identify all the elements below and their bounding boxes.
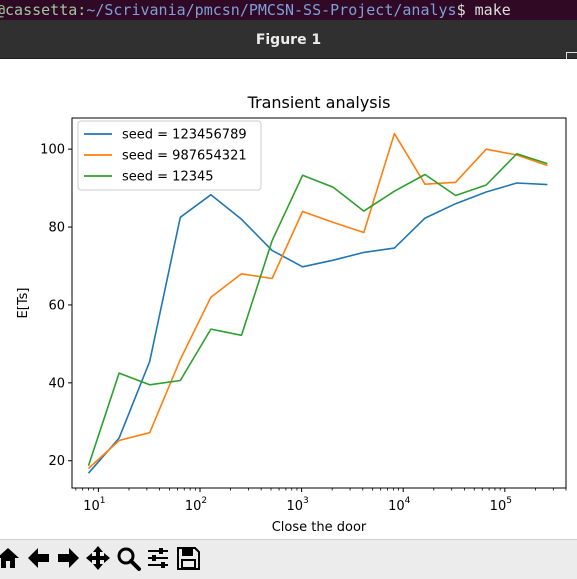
- pan-button[interactable]: [84, 544, 112, 572]
- arrow-left-icon: [28, 548, 49, 568]
- x-tick-base: 10: [490, 499, 507, 514]
- legend-label: seed = 12345: [122, 170, 214, 185]
- terminal-prompt-command: $ make: [456, 1, 511, 19]
- legend-box: [77, 120, 262, 191]
- terminal-prompt: @cassetta:~/Scrivania/pmcsn/PMCSN-SS-Pro…: [0, 2, 511, 18]
- window-titlebar[interactable]: Figure 1 _: [0, 20, 577, 67]
- y-axis-label: E[Ts]: [16, 288, 31, 319]
- y-tick-label: 20: [48, 454, 65, 469]
- x-tick-label: 103: [286, 496, 308, 514]
- series-lines: [87, 132, 548, 474]
- home-icon: [0, 548, 19, 568]
- y-tick-label: 80: [48, 221, 65, 236]
- series-line: [87, 153, 548, 467]
- configure-subplots-button[interactable]: [144, 544, 172, 572]
- sliders-icon: [148, 548, 168, 568]
- x-tick-label: 104: [388, 496, 411, 514]
- forward-button[interactable]: [54, 544, 82, 572]
- x-tick-label: 101: [83, 496, 105, 514]
- x-tick-exponent: 3: [303, 496, 309, 506]
- y-tick-label: 40: [48, 376, 65, 391]
- x-axis-minor-ticks: [75, 488, 567, 491]
- x-tick-label: 102: [185, 496, 207, 514]
- arrow-right-icon: [58, 548, 79, 568]
- y-axis: 20 40 60 80 100: [40, 143, 72, 469]
- x-tick-exponent: 4: [405, 496, 411, 506]
- x-tick-base: 10: [388, 499, 405, 514]
- y-tick-label: 60: [48, 298, 65, 313]
- navigation-toolbar: [0, 539, 577, 579]
- terminal-background: @cassetta:~/Scrivania/pmcsn/PMCSN-SS-Pro…: [0, 0, 577, 20]
- back-button[interactable]: [25, 544, 53, 572]
- chart-title: Transient analysis: [247, 93, 391, 112]
- x-tick-base: 10: [83, 499, 100, 514]
- zoom-button[interactable]: [114, 544, 142, 572]
- home-button[interactable]: [0, 544, 22, 572]
- x-tick-exponent: 2: [201, 496, 207, 506]
- save-button[interactable]: [174, 544, 202, 572]
- magnifier-icon: [117, 547, 141, 571]
- x-tick-exponent: 1: [100, 496, 106, 506]
- legend: seed = 123456789 seed = 987654321 seed = 1…: [77, 120, 262, 191]
- window-title: Figure 1: [255, 32, 322, 48]
- series-line: [87, 132, 548, 470]
- x-axis-label: Close the door: [272, 520, 367, 535]
- x-axis: 101 102 103 104 105: [83, 488, 512, 514]
- terminal-prompt-user: @cassetta:: [0, 1, 87, 19]
- legend-label: seed = 123456789: [122, 128, 247, 143]
- y-tick-label: 100: [40, 143, 65, 158]
- move-icon: [86, 546, 110, 570]
- x-tick-base: 10: [185, 499, 202, 514]
- figure-canvas[interactable]: Transient analysis 20 40 60 80 100 101 102 103…: [0, 59, 577, 539]
- terminal-prompt-path: ~/Scrivania/pmcsn/PMCSN-SS-Project/analy…: [86, 1, 457, 19]
- plot-frame: [71, 117, 567, 489]
- x-tick-label: 105: [490, 496, 512, 514]
- legend-label: seed = 987654321: [122, 149, 247, 164]
- x-tick-exponent: 5: [506, 496, 512, 506]
- x-tick-base: 10: [286, 499, 303, 514]
- series-line: [87, 182, 548, 474]
- floppy-icon: [177, 547, 200, 570]
